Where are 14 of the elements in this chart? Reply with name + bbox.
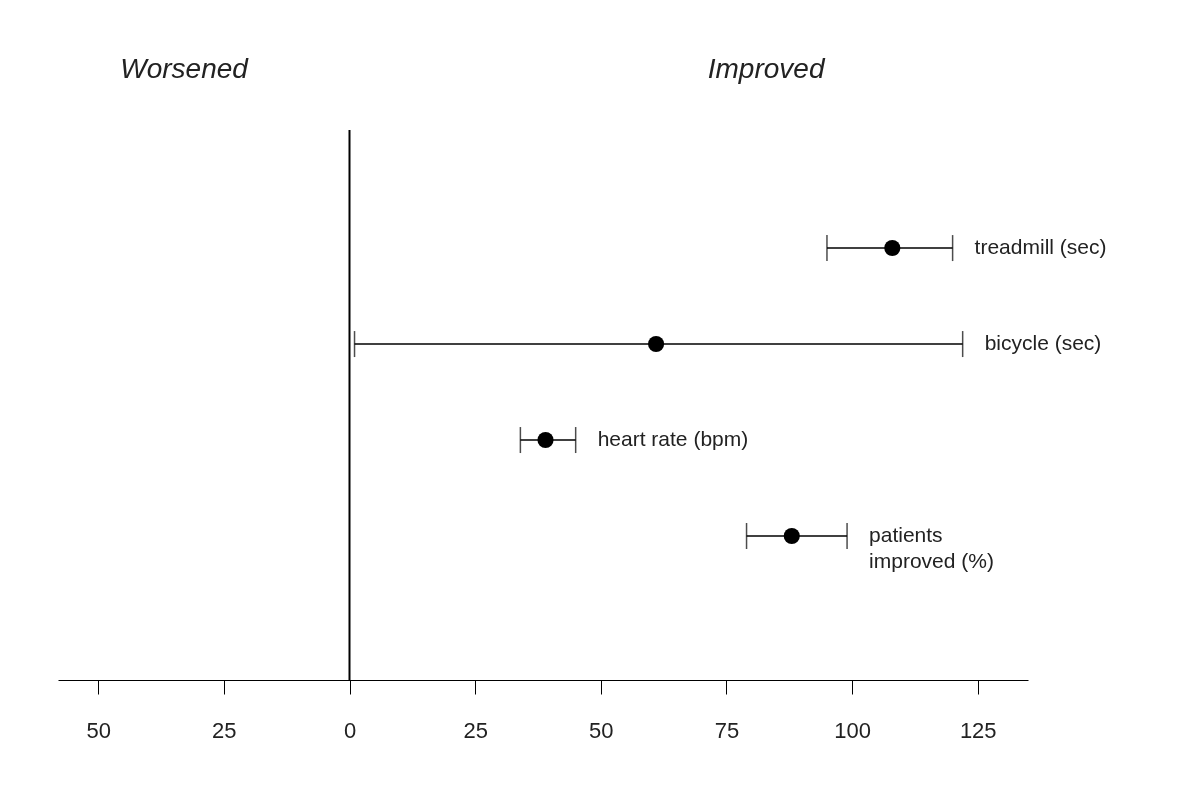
x-tick-label: 0 [343,717,357,743]
y-tick-label: treadmill (sec) [974,235,1107,259]
y-tick-label: patients improved (%) [869,523,994,573]
y-tick-label: bicycle (sec) [984,331,1102,355]
x-tick-label: 50 [589,717,614,743]
x-tick-label: 25 [463,717,488,743]
x-tick-label: 125 [959,717,997,743]
x-tick-label: 50 [86,717,111,743]
x-tick-label: 25 [212,717,237,743]
text: Improved [707,53,826,84]
x-tick-label: 100 [834,717,871,743]
y-tick-label: heart rate (bpm) [597,427,749,451]
x-tick-label: 75 [714,717,740,743]
text: Worsened [120,53,250,84]
